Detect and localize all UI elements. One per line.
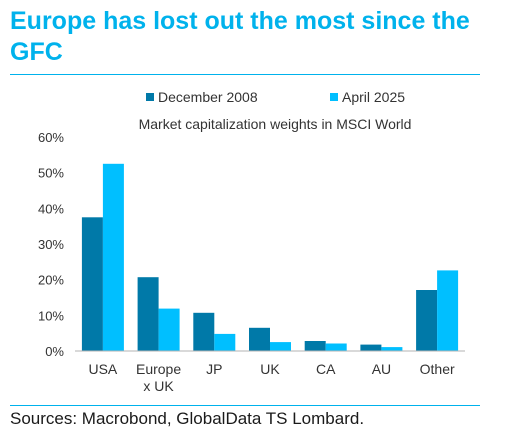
source-note: Sources: Macrobond, GlobalData TS Lombar… <box>10 409 365 428</box>
bar-dec2008-1 <box>137 277 159 351</box>
x-tick-label: JP <box>206 361 222 377</box>
bar-dec2008-5 <box>360 344 382 351</box>
x-tick-label: UK <box>260 361 280 377</box>
legend-label-0: December 2008 <box>158 89 258 105</box>
y-tick-label: 20% <box>38 273 64 288</box>
bars <box>81 163 459 352</box>
chart-legend: December 2008 April 2025 <box>146 89 405 105</box>
bar-apr2025-6 <box>437 270 459 351</box>
bar-chart: December 2008 April 2025 Market capitaliz… <box>38 89 465 394</box>
bar-apr2025-0 <box>102 163 124 352</box>
y-tick-label: 40% <box>38 201 64 216</box>
y-tick-label: 10% <box>38 308 64 323</box>
x-tick-label: AU <box>372 361 391 377</box>
x-tick-label: Other <box>420 361 455 377</box>
bar-apr2025-5 <box>381 347 403 351</box>
bar-apr2025-1 <box>158 308 180 351</box>
y-tick-label: 30% <box>38 237 64 252</box>
bar-apr2025-4 <box>325 343 347 351</box>
legend-label-1: April 2025 <box>342 89 405 105</box>
bar-dec2008-3 <box>249 327 270 351</box>
x-tick-label: Europe x UK <box>136 361 181 394</box>
legend-swatch-1 <box>330 93 338 101</box>
footer-rule <box>10 405 480 406</box>
y-tick-label: 60% <box>38 130 64 145</box>
y-axis: 0% 10% 20% 30% 40% 50% 60% <box>38 130 64 359</box>
bar-apr2025-3 <box>270 342 291 351</box>
chart-title: Europe has lost out the most since the G… <box>10 7 470 66</box>
bar-apr2025-2 <box>214 333 236 351</box>
bar-dec2008-2 <box>193 312 215 351</box>
x-tick-label: CA <box>316 361 336 377</box>
y-tick-label: 0% <box>45 344 64 359</box>
y-tick-label: 50% <box>38 166 64 181</box>
x-axis: USA Europe x UK JP UK CA AU Other <box>75 350 465 394</box>
bar-dec2008-4 <box>304 341 326 351</box>
bar-dec2008-0 <box>81 217 103 352</box>
x-tick-label: USA <box>88 361 117 377</box>
bar-dec2008-6 <box>416 290 438 351</box>
legend-swatch-0 <box>146 93 154 101</box>
title-underline <box>10 74 480 75</box>
chart-subtitle: Market capitalization weights in MSCI Wo… <box>139 116 412 132</box>
